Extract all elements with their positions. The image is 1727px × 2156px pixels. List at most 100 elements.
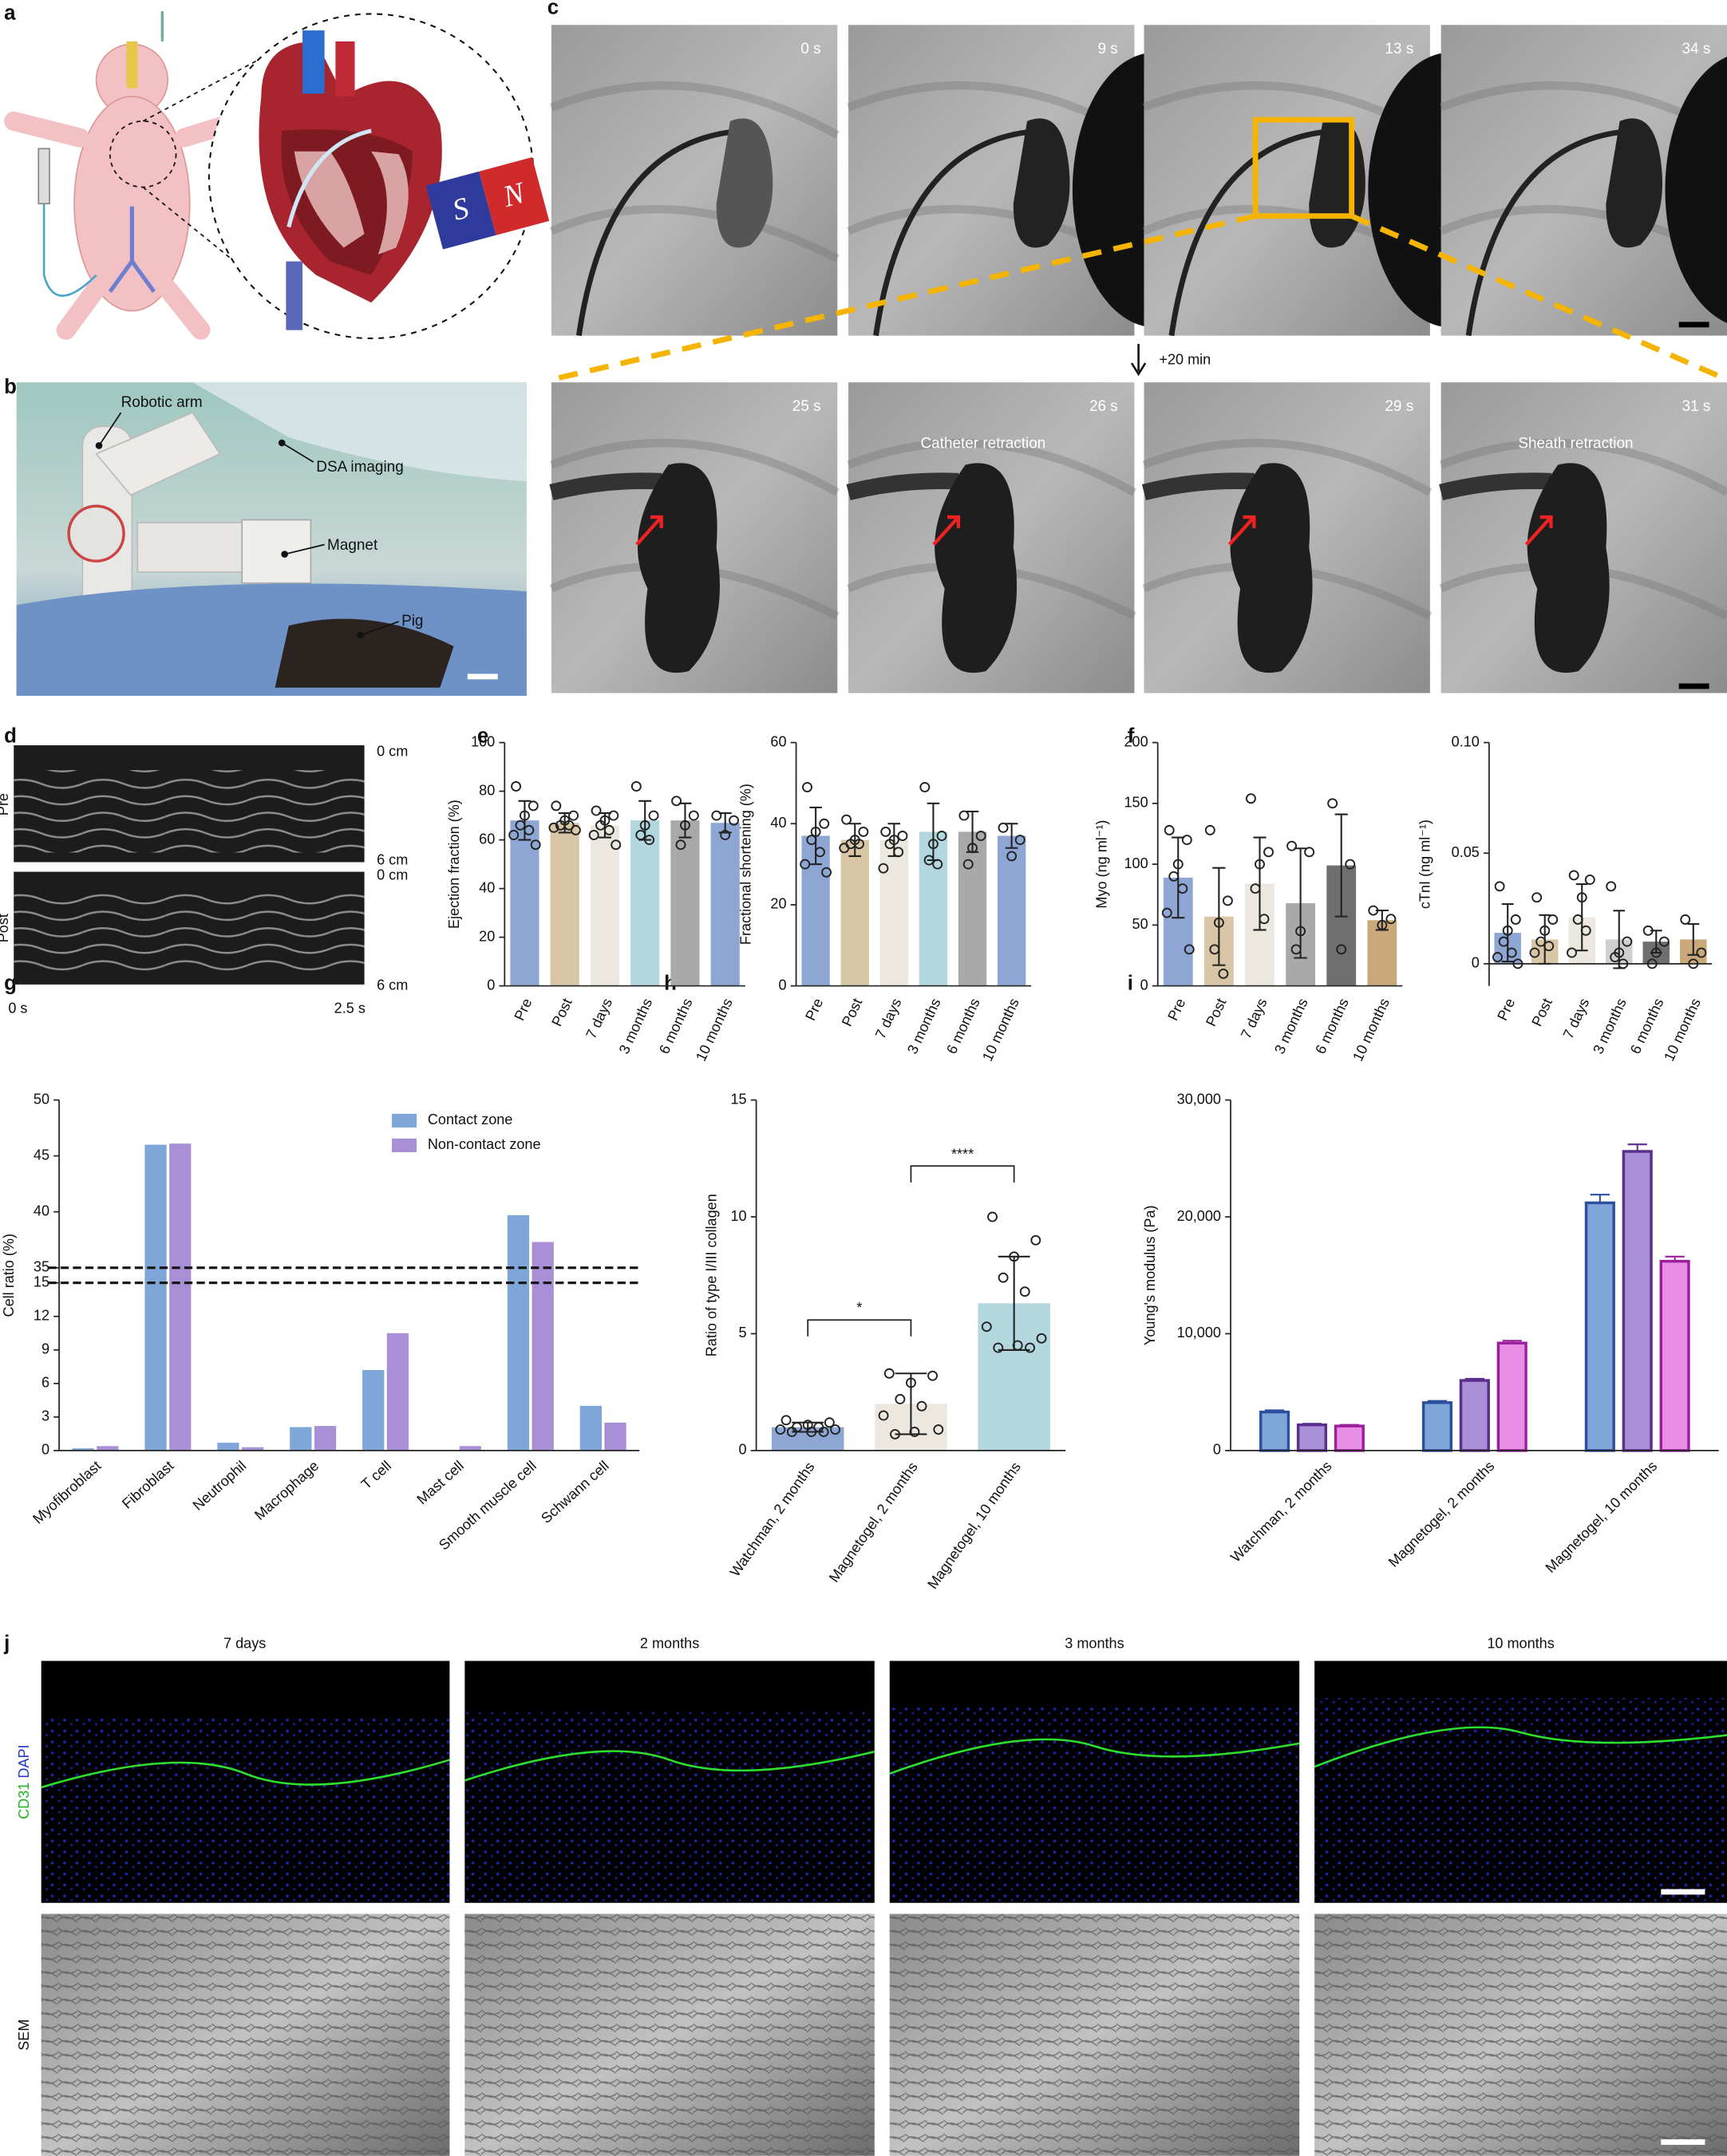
data-point	[810, 826, 821, 837]
x-tick-label: Pre	[1494, 996, 1518, 1023]
x-tick-label: Post	[1528, 996, 1555, 1029]
nuclei	[464, 1712, 875, 1903]
data-point	[897, 831, 908, 841]
legend-swatch	[392, 1138, 417, 1153]
data-point	[1510, 914, 1521, 925]
sem-fibers	[41, 1913, 450, 2156]
data-point	[1164, 824, 1175, 835]
data-point	[993, 1342, 1004, 1353]
y-axis-label: Ratio of type I/III collagen	[703, 1194, 719, 1356]
data-point	[515, 819, 526, 831]
y-tick-label: 30,000	[1177, 1091, 1221, 1107]
x-tick-label: 3 months	[1271, 996, 1311, 1056]
bar	[879, 839, 909, 986]
panel-letter: d	[4, 725, 17, 748]
zoom-box	[1252, 116, 1355, 219]
data-point	[563, 819, 575, 831]
data-point	[1036, 1333, 1047, 1344]
significance-label: ****	[951, 1146, 974, 1162]
catheter	[575, 129, 731, 337]
data-point	[998, 822, 1009, 833]
y-tick-label: 15	[730, 1091, 746, 1107]
data-point	[570, 824, 581, 835]
data-point	[588, 830, 599, 840]
y-tick-label: 100	[471, 733, 495, 749]
data-point	[1572, 914, 1583, 925]
y-tick-label: 15	[34, 1273, 49, 1289]
column-label: 3 months	[1065, 1636, 1124, 1652]
data-point	[841, 814, 852, 825]
y-tick-label: 0	[738, 1442, 746, 1458]
y-tick-label: 40	[34, 1202, 49, 1218]
data-point	[878, 1410, 889, 1421]
robot-photo: Robotic arm DSA imaging Magnet Pig	[16, 382, 527, 697]
data-point	[998, 1272, 1009, 1283]
x-tick-label: Post	[839, 996, 865, 1029]
x-tick-label: 3 months	[904, 996, 944, 1056]
scale-bar	[1661, 1889, 1705, 1895]
legend-label: Contact zone	[428, 1112, 513, 1127]
data-point	[1177, 883, 1188, 894]
bar	[1622, 1150, 1653, 1452]
sheath	[549, 472, 662, 501]
x-tick-label: T cell	[358, 1458, 394, 1493]
data-point	[883, 1368, 895, 1379]
row-label: Post	[0, 914, 11, 942]
data-point	[1568, 870, 1579, 881]
x-tick-label: Pre	[1164, 996, 1188, 1023]
time-label: 29 s	[1385, 398, 1413, 415]
nuclei	[1314, 1698, 1727, 1903]
bar	[1421, 1401, 1453, 1452]
data-point	[1584, 875, 1595, 885]
bar	[217, 1443, 239, 1451]
data-point	[1030, 1234, 1041, 1246]
data-point	[814, 847, 825, 858]
data-point	[608, 810, 619, 821]
data-point	[1529, 947, 1540, 958]
data-point	[1531, 892, 1543, 903]
y-axis-label: Myo (ng ml⁻¹)	[1094, 820, 1110, 909]
data-point	[1184, 944, 1195, 955]
sheath	[1141, 472, 1255, 501]
y-tick-label: 3	[41, 1408, 49, 1424]
data-point	[591, 805, 602, 816]
data-point	[786, 1427, 797, 1437]
data-point	[1494, 881, 1505, 892]
bar	[1367, 920, 1397, 986]
y-tick-label: 80	[479, 782, 495, 798]
data-point	[729, 815, 740, 826]
magnet-shadow	[1665, 57, 1727, 323]
data-point	[508, 830, 520, 840]
data-point	[675, 839, 686, 851]
data-point	[818, 1427, 829, 1437]
data-point	[890, 1428, 901, 1439]
column-label: 2 months	[640, 1636, 699, 1652]
bar	[840, 839, 869, 986]
data-point	[1172, 859, 1184, 870]
x-tick-label: Watchman, 2 months	[1227, 1458, 1334, 1565]
nuclei	[41, 1718, 450, 1903]
data-point	[1168, 871, 1180, 882]
data-point	[1696, 947, 1707, 958]
data-point	[1025, 1342, 1036, 1353]
callout: Robotic arm	[121, 394, 203, 411]
data-point	[927, 1370, 939, 1381]
x-tick-label: Magnetogel, 2 months	[1385, 1458, 1498, 1570]
legend-swatch	[392, 1113, 417, 1128]
data-point	[880, 826, 891, 837]
bar	[290, 1427, 312, 1451]
panel-letter: i	[1128, 973, 1133, 995]
data-point	[1213, 917, 1224, 928]
data-point	[1019, 1286, 1030, 1297]
panel-letter: e	[477, 725, 488, 748]
data-point	[630, 781, 642, 792]
data-point	[603, 824, 615, 835]
contrast-blob	[716, 118, 773, 248]
x-tick-label: 10 months	[1350, 996, 1393, 1064]
bar	[314, 1426, 337, 1451]
data-point	[1204, 824, 1215, 835]
data-point	[1610, 952, 1621, 962]
bar	[710, 823, 740, 986]
bar	[1459, 1379, 1490, 1452]
data-point	[1286, 840, 1298, 851]
